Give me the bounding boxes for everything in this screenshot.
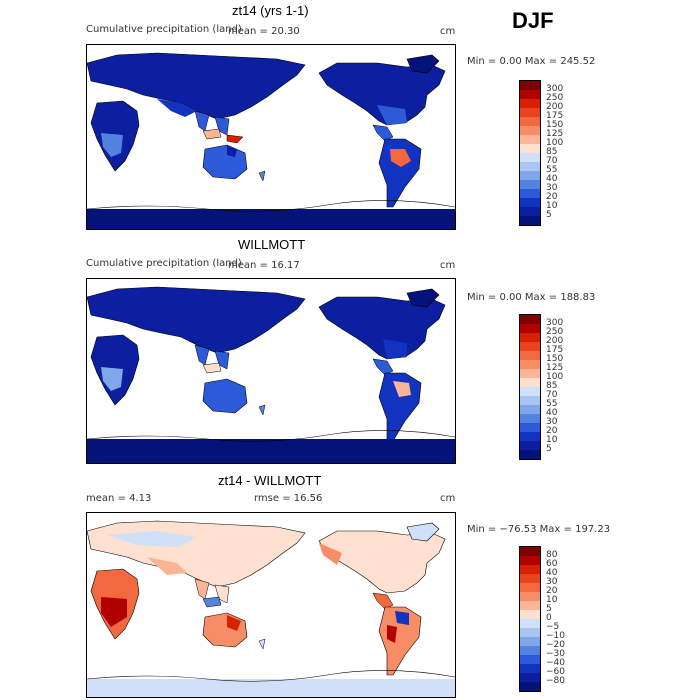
panel1-minmax: Min = 0.00 Max = 245.52 <box>467 56 596 67</box>
panel3-units: cm <box>440 493 456 504</box>
panel3-tick: 10 <box>546 595 558 605</box>
panel2-tick: 20 <box>546 426 558 436</box>
panel2-tick: 100 <box>546 372 564 382</box>
panel1-title: zt14 (yrs 1-1) <box>232 3 309 18</box>
panel3-tick: −40 <box>546 658 565 668</box>
panel2-map <box>86 278 456 464</box>
panel1-tick: 250 <box>546 93 564 103</box>
panel1-tick: 100 <box>546 138 564 148</box>
panel1-tick: 85 <box>546 147 558 157</box>
panel2-subtitle: Cumulative precipitation (land) <box>86 258 242 269</box>
panel1-map <box>86 44 456 230</box>
panel1-tick: 150 <box>546 120 564 130</box>
panel2-tick: 85 <box>546 381 558 391</box>
panel2-tick: 10 <box>546 435 558 445</box>
panel1-tick: 55 <box>546 165 558 175</box>
panel3-tick: −30 <box>546 649 565 659</box>
panel1-colorbar <box>519 80 541 226</box>
panel3-tick: −80 <box>546 676 565 686</box>
panel3-tick: 40 <box>546 568 558 578</box>
panel1-tick: 70 <box>546 156 558 166</box>
panel3-tick: −10 <box>546 631 565 641</box>
panel1-tick: 175 <box>546 111 564 121</box>
panel3-tick: 60 <box>546 559 558 569</box>
panel3-tick: −5 <box>546 622 560 632</box>
panel3-colorbar <box>519 546 541 692</box>
panel1-tick: 5 <box>546 210 552 220</box>
panel1-tick: 20 <box>546 192 558 202</box>
panel2-tick: 300 <box>546 318 564 328</box>
panel3-tick: −20 <box>546 640 565 650</box>
panel3-tick: 80 <box>546 550 558 560</box>
panel2-tick: 55 <box>546 399 558 409</box>
panel3-rmse: rmse = 16.56 <box>254 493 323 504</box>
panel2-tick: 5 <box>546 444 552 454</box>
panel3-minmax: Min = −76.53 Max = 197.23 <box>467 524 611 535</box>
panel2-tick: 175 <box>546 345 564 355</box>
panel2-tick: 200 <box>546 336 564 346</box>
panel2-tick: 125 <box>546 363 564 373</box>
panel1-units: cm <box>440 26 456 37</box>
panel1-tick: 30 <box>546 183 558 193</box>
panel2-tick: 30 <box>546 417 558 427</box>
panel2-title: WILLMOTT <box>238 237 306 252</box>
panel1-tick: 40 <box>546 174 558 184</box>
panel3-tick: 5 <box>546 604 552 614</box>
panel1-map-svg <box>87 52 455 229</box>
season-label: DJF <box>512 8 554 33</box>
panel2-tick: 70 <box>546 390 558 400</box>
panel2-tick: 250 <box>546 327 564 337</box>
panel3-map-svg <box>87 520 455 697</box>
panel3-tick: −60 <box>546 667 565 677</box>
panel3-mean: mean = 4.13 <box>86 493 152 504</box>
panel1-mean: mean = 20.30 <box>228 26 300 37</box>
panel2-map-svg <box>87 286 455 463</box>
panel3-tick: 0 <box>546 613 552 623</box>
panel1-tick: 300 <box>546 84 564 94</box>
panel3-map <box>86 512 456 698</box>
panel1-tick: 200 <box>546 102 564 112</box>
panel1-subtitle: Cumulative precipitation (land) <box>86 24 242 35</box>
panel2-tick: 40 <box>546 408 558 418</box>
panel2-colorbar <box>519 314 541 460</box>
panel2-units: cm <box>440 260 456 271</box>
panel3-title: zt14 - WILLMOTT <box>218 473 322 488</box>
panel1-tick: 125 <box>546 129 564 139</box>
panel3-tick: 30 <box>546 577 558 587</box>
panel2-minmax: Min = 0.00 Max = 188.83 <box>467 292 596 303</box>
panel2-tick: 150 <box>546 354 564 364</box>
panel3-tick: 20 <box>546 586 558 596</box>
panel1-tick: 10 <box>546 201 558 211</box>
panel2-mean: mean = 16.17 <box>228 260 300 271</box>
